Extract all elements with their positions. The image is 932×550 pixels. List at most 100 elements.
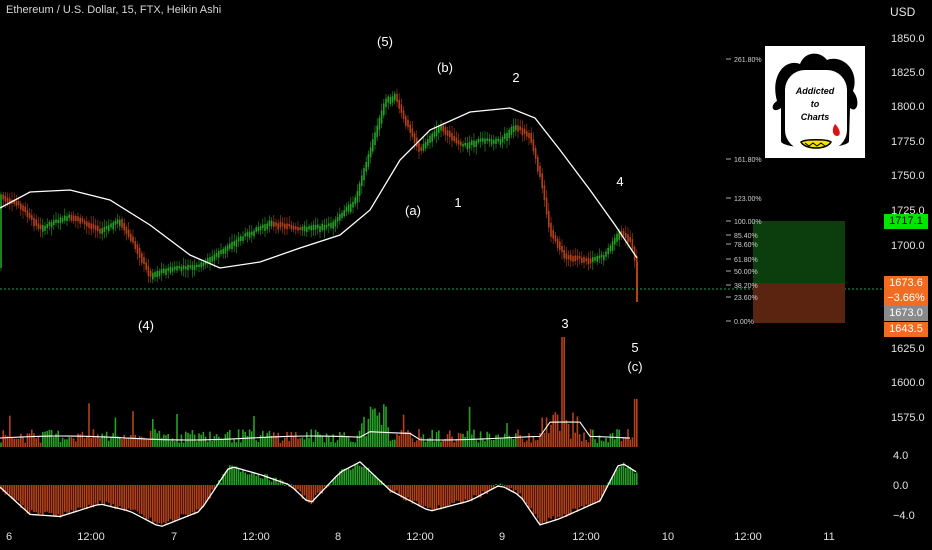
candle-body xyxy=(303,225,306,232)
volume-bar xyxy=(147,439,150,447)
osc-bar xyxy=(405,485,407,501)
candle-body xyxy=(532,139,535,152)
volume-bar xyxy=(310,429,312,447)
osc-bar xyxy=(174,485,176,521)
candle-body xyxy=(572,256,574,262)
volume-bar xyxy=(530,442,532,447)
osc-bar xyxy=(499,483,502,485)
osc-bar xyxy=(451,485,453,503)
candle-body xyxy=(449,130,451,138)
candle-body xyxy=(196,264,198,268)
osc-bar xyxy=(354,463,356,485)
volume-bar xyxy=(350,441,352,447)
osc-bar xyxy=(352,468,354,485)
volume-bar xyxy=(372,409,374,447)
candle-body xyxy=(367,154,370,167)
volume-bar xyxy=(70,437,73,447)
price-tick: 1800.0 xyxy=(891,101,925,113)
candle-body xyxy=(185,266,187,270)
volume-bar xyxy=(477,442,480,447)
volume-bar xyxy=(180,434,183,447)
volume-bar xyxy=(402,414,405,447)
osc-bar xyxy=(13,485,15,501)
volume-bar xyxy=(565,420,568,447)
candle-body xyxy=(457,140,460,145)
osc-bar xyxy=(42,485,44,515)
candle-body xyxy=(273,221,275,227)
candle-body xyxy=(284,223,286,229)
osc-bar xyxy=(152,485,154,523)
volume-bar xyxy=(356,435,359,447)
candle-body xyxy=(257,227,260,232)
osc-bar xyxy=(622,462,625,485)
osc-bar xyxy=(213,485,216,490)
candle-body xyxy=(310,225,312,231)
osc-bar xyxy=(523,485,526,501)
candle-body xyxy=(631,239,634,250)
time-axis[interactable]: 6 12:00 7 12:00 8 12:00 9 12:00 10 12:00 11 xyxy=(6,531,835,543)
volume-bar xyxy=(374,408,376,447)
candle-body xyxy=(438,126,440,133)
osc-bar xyxy=(11,485,13,500)
osc-bar xyxy=(101,485,103,504)
fib-level-label: 23.60% xyxy=(734,295,758,302)
candle-body xyxy=(411,128,414,137)
candle-body xyxy=(427,138,429,146)
candle-body xyxy=(308,226,310,230)
candle-body xyxy=(178,266,180,269)
candle-body xyxy=(6,197,9,204)
volume-bar xyxy=(545,417,548,447)
volume-bar xyxy=(33,433,35,447)
candle-body xyxy=(319,225,321,233)
osc-bar xyxy=(312,485,315,503)
candle-body xyxy=(563,249,565,259)
candle-body xyxy=(539,165,541,178)
candle-body xyxy=(17,201,20,206)
osc-bar xyxy=(187,485,189,517)
osc-bar xyxy=(438,485,440,506)
volume-histogram xyxy=(0,337,638,447)
osc-bar xyxy=(180,485,183,515)
volume-bar xyxy=(61,437,64,447)
osc-bar xyxy=(39,485,42,514)
candle-body xyxy=(328,223,330,227)
volume-bar xyxy=(213,436,216,447)
osc-bar xyxy=(530,485,532,509)
candle-body xyxy=(297,226,299,231)
candle-body xyxy=(149,270,152,277)
osc-bar xyxy=(627,465,629,485)
volume-bar xyxy=(391,439,394,447)
candle-body xyxy=(587,257,590,265)
volume-bar xyxy=(167,433,169,447)
candle-body xyxy=(83,220,86,225)
osc-bar xyxy=(160,485,163,525)
candle-body xyxy=(506,132,508,141)
osc-bar xyxy=(446,485,449,506)
candle-body xyxy=(387,96,389,103)
volume-bar xyxy=(501,438,504,447)
wave-label: (5) xyxy=(377,34,393,49)
wave-labels: (5) (b) 2 (a) 1 4 (4) 3 5 (c) xyxy=(138,34,643,374)
osc-bar xyxy=(9,485,11,495)
candle-body xyxy=(488,138,491,142)
candle-body xyxy=(152,272,154,280)
osc-bar xyxy=(255,475,257,485)
candle-body xyxy=(504,133,506,139)
osc-bar xyxy=(55,485,57,517)
osc-bar xyxy=(460,485,462,505)
candle-body xyxy=(37,223,40,229)
candle-body xyxy=(543,185,546,201)
candle-body xyxy=(39,224,42,230)
osc-bar xyxy=(600,485,603,497)
candle-body xyxy=(372,139,374,152)
candle-body xyxy=(193,265,196,270)
volume-bar xyxy=(288,440,290,447)
volume-bar xyxy=(273,432,275,447)
osc-bar xyxy=(257,474,260,485)
candle-body xyxy=(189,265,191,268)
candle-body xyxy=(354,197,356,204)
fib-level-label: 123.00% xyxy=(734,196,762,203)
volume-bar xyxy=(440,441,442,447)
volume-bar xyxy=(523,442,526,447)
